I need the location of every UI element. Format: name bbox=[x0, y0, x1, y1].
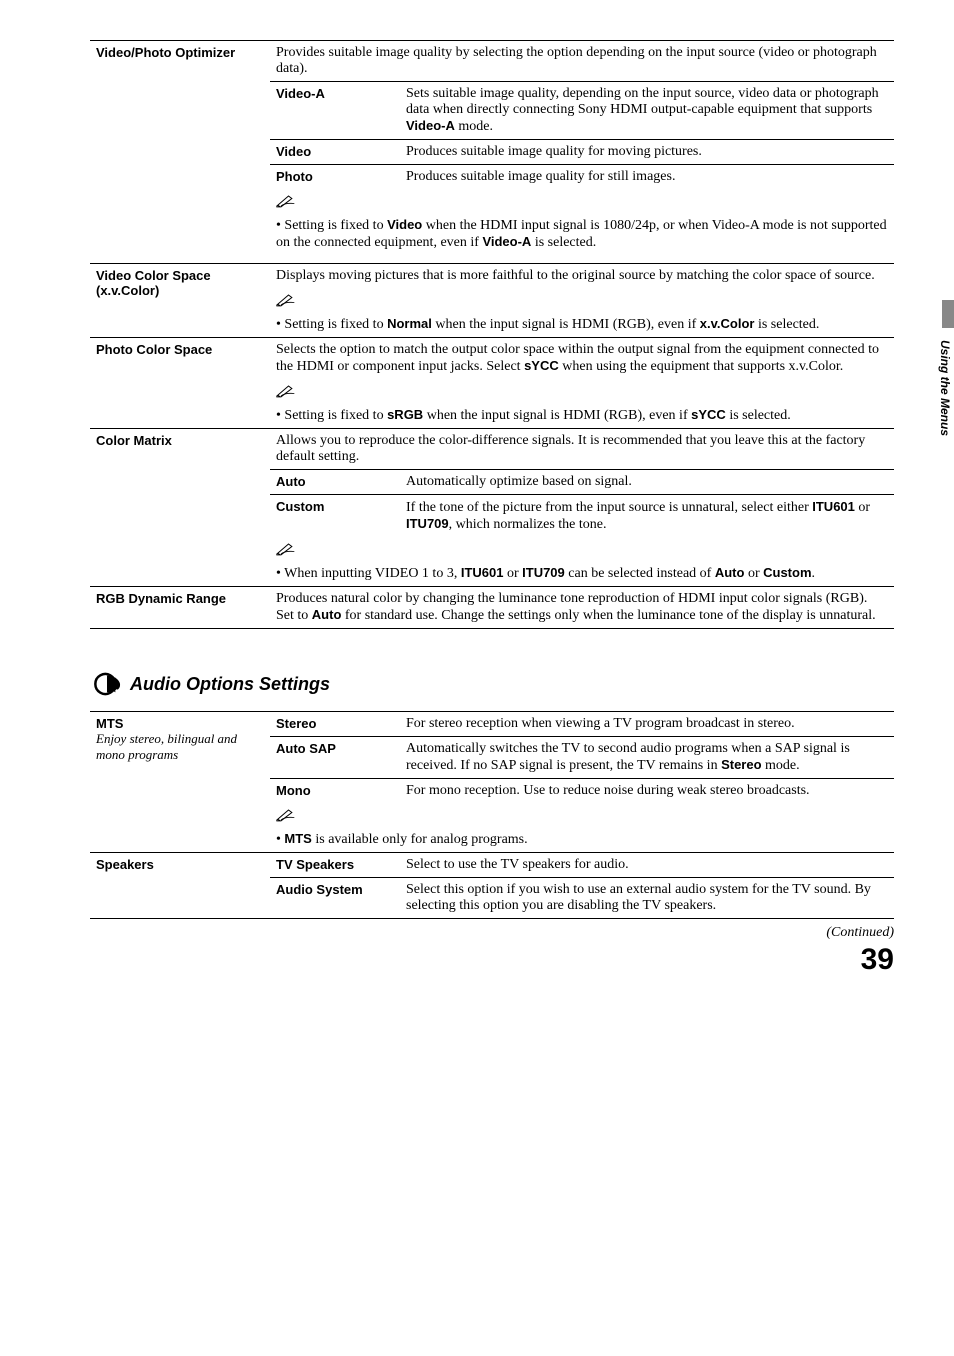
vpo-note: • Setting is fixed to Video when the HDM… bbox=[270, 213, 894, 255]
txt: , which normalizes the tone. bbox=[449, 517, 607, 532]
pencil-note-icon bbox=[276, 808, 296, 822]
txt: Stereo bbox=[721, 757, 761, 772]
txt: • When inputting VIDEO 1 to 3, bbox=[276, 566, 461, 581]
pencil-note-icon bbox=[276, 194, 296, 208]
txt: x.v.Color bbox=[700, 316, 755, 331]
pencil-note-icon bbox=[276, 293, 296, 307]
speakers-tv-desc: Select to use the TV speakers for audio. bbox=[400, 853, 894, 878]
vpo-video-label: Video bbox=[270, 140, 400, 165]
row-label-cm: Color Matrix bbox=[90, 429, 270, 587]
mts-stereo-label: Stereo bbox=[270, 712, 400, 737]
row-label-vcs: Video Color Space (x.v.Color) bbox=[90, 264, 270, 338]
pencil-note-icon bbox=[276, 542, 296, 556]
cm-auto-desc: Automatically optimize based on signal. bbox=[400, 470, 894, 495]
txt: • Setting is fixed to bbox=[276, 408, 387, 423]
txt: Sets suitable image quality, depending o… bbox=[406, 86, 879, 117]
txt: is selected. bbox=[726, 408, 791, 423]
mts-sap-label: Auto SAP bbox=[270, 737, 400, 779]
txt: If the tone of the picture from the inpu… bbox=[406, 500, 812, 515]
txt: • Setting is fixed to bbox=[276, 317, 387, 332]
row-label-vpo: Video/Photo Optimizer bbox=[90, 41, 270, 264]
txt: Video-A bbox=[482, 234, 531, 249]
mts-mono-desc: For mono reception. Use to reduce noise … bbox=[400, 779, 894, 804]
note-icon-cell bbox=[270, 379, 894, 403]
mts-mono-label: Mono bbox=[270, 779, 400, 804]
mts-sublabel: Enjoy stereo, bilingual and mono program… bbox=[96, 731, 237, 762]
settings-table: Video/Photo Optimizer Provides suitable … bbox=[90, 40, 894, 629]
txt: ITU601 bbox=[461, 565, 504, 580]
txt: when the input signal is HDMI (RGB), eve… bbox=[423, 408, 691, 423]
row-label-mts: MTS Enjoy stereo, bilingual and mono pro… bbox=[90, 712, 270, 853]
audio-settings-table: MTS Enjoy stereo, bilingual and mono pro… bbox=[90, 711, 894, 919]
txt: is available only for analog programs. bbox=[312, 832, 528, 847]
txt: for standard use. Change the settings on… bbox=[341, 608, 875, 623]
txt: when the input signal is HDMI (RGB), eve… bbox=[432, 317, 700, 332]
note-icon-cell bbox=[270, 803, 894, 827]
txt: Video bbox=[387, 217, 422, 232]
txt: mode. bbox=[455, 119, 493, 134]
side-tab: Using the Menus bbox=[934, 300, 954, 500]
vpo-video-a-label: Video-A bbox=[270, 82, 400, 140]
txt: can be selected instead of bbox=[565, 566, 715, 581]
txt: Custom bbox=[763, 565, 811, 580]
continued-label: (Continued) bbox=[90, 925, 894, 941]
txt: ITU601 bbox=[812, 499, 855, 514]
cm-desc: Allows you to reproduce the color-differ… bbox=[270, 429, 894, 470]
txt: ITU709 bbox=[522, 565, 565, 580]
txt: sYCC bbox=[524, 358, 559, 373]
vcs-desc: Displays moving pictures that is more fa… bbox=[270, 264, 894, 289]
side-tab-bar bbox=[942, 300, 954, 328]
txt: Auto bbox=[312, 607, 342, 622]
vpo-video-desc: Produces suitable image quality for movi… bbox=[400, 140, 894, 165]
txt: is selected. bbox=[531, 235, 596, 250]
note-icon-cell bbox=[270, 537, 894, 561]
audio-options-icon bbox=[90, 669, 124, 699]
audio-section-title: Audio Options Settings bbox=[130, 674, 330, 695]
row-label-rgb: RGB Dynamic Range bbox=[90, 587, 270, 629]
cm-auto-label: Auto bbox=[270, 470, 400, 495]
txt: or bbox=[744, 566, 763, 581]
txt: ITU709 bbox=[406, 516, 449, 531]
mts-label: MTS bbox=[96, 716, 123, 731]
cm-note: • When inputting VIDEO 1 to 3, ITU601 or… bbox=[270, 561, 894, 587]
pencil-note-icon bbox=[276, 384, 296, 398]
mts-sap-desc: Automatically switches the TV to second … bbox=[400, 737, 894, 779]
txt: • Setting is fixed to bbox=[276, 218, 387, 233]
mts-note: • MTS is available only for analog progr… bbox=[270, 827, 894, 853]
txt: Auto bbox=[715, 565, 745, 580]
txt: is selected. bbox=[754, 317, 819, 332]
txt: sRGB bbox=[387, 407, 423, 422]
note-icon-cell bbox=[270, 189, 894, 213]
pcs-desc: Selects the option to match the output c… bbox=[270, 338, 894, 380]
side-tab-text: Using the Menus bbox=[938, 340, 952, 436]
mts-stereo-desc: For stereo reception when viewing a TV p… bbox=[400, 712, 894, 737]
txt: mode. bbox=[762, 758, 800, 773]
vcs-note: • Setting is fixed to Normal when the in… bbox=[270, 312, 894, 338]
txt: Normal bbox=[387, 316, 432, 331]
row-label-pcs: Photo Color Space bbox=[90, 338, 270, 429]
txt: when using the equipment that supports x… bbox=[559, 359, 844, 374]
cm-custom-desc: If the tone of the picture from the inpu… bbox=[400, 495, 894, 538]
txt: . bbox=[812, 566, 816, 581]
pcs-note: • Setting is fixed to sRGB when the inpu… bbox=[270, 403, 894, 429]
page-number: 39 bbox=[90, 943, 894, 977]
txt: or bbox=[503, 566, 522, 581]
txt: or bbox=[855, 500, 870, 515]
vpo-video-a-desc: Sets suitable image quality, depending o… bbox=[400, 82, 894, 140]
speakers-as-desc: Select this option if you wish to use an… bbox=[400, 878, 894, 919]
vpo-desc: Provides suitable image quality by selec… bbox=[270, 41, 894, 82]
cm-custom-label: Custom bbox=[270, 495, 400, 538]
speakers-as-label: Audio System bbox=[270, 878, 400, 919]
note-icon-cell bbox=[270, 288, 894, 312]
speakers-tv-label: TV Speakers bbox=[270, 853, 400, 878]
txt: sYCC bbox=[691, 407, 726, 422]
vpo-photo-label: Photo bbox=[270, 165, 400, 190]
txt: MTS bbox=[284, 831, 311, 846]
audio-section-heading: Audio Options Settings bbox=[90, 669, 894, 699]
row-label-speakers: Speakers bbox=[90, 853, 270, 919]
vpo-photo-desc: Produces suitable image quality for stil… bbox=[400, 165, 894, 190]
txt: Video-A bbox=[406, 118, 455, 133]
rgb-desc: Produces natural color by changing the l… bbox=[270, 587, 894, 629]
